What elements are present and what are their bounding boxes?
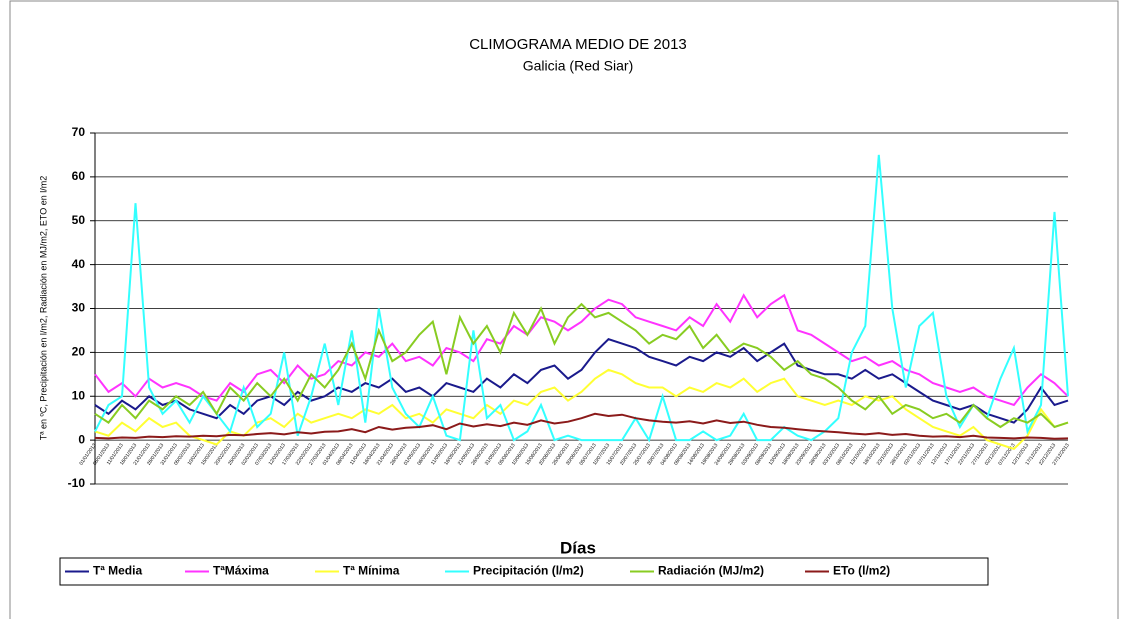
- y-tick-label: 50: [72, 213, 86, 227]
- legend-box: [59, 557, 989, 586]
- legend-label: ETo (l/m2): [833, 564, 890, 578]
- x-axis-label: Días: [560, 538, 596, 557]
- y-tick-label: 10: [72, 388, 86, 402]
- y-tick-label: -10: [68, 476, 86, 490]
- chart-frame: [9, 0, 1119, 619]
- chart-title: CLIMOGRAMA MEDIO DE 2013: [469, 36, 687, 53]
- legend-label: TªMáxima: [213, 564, 269, 578]
- series-line: [94, 293, 1069, 407]
- y-tick-label: 0: [78, 432, 85, 446]
- y-tick-label: 30: [72, 301, 86, 315]
- legend-label: Tª Mínima: [343, 564, 400, 578]
- series-line: [94, 368, 1069, 451]
- y-axis-label: Tª en ºC, Precipitación en l/m2, Radiaci…: [38, 176, 48, 441]
- chart-subtitle: Galicia (Red Siar): [523, 58, 633, 74]
- y-tick-label: 20: [72, 345, 86, 359]
- series-line: [94, 412, 1069, 440]
- series-line: [94, 302, 1069, 429]
- y-tick-label: 70: [72, 125, 86, 139]
- legend-label: Tª Media: [93, 564, 142, 578]
- y-tick-label: 60: [72, 169, 86, 183]
- series-line: [94, 154, 1069, 443]
- legend-label: Radiación (MJ/m2): [658, 564, 764, 578]
- legend-label: Precipitación (l/m2): [473, 564, 584, 578]
- y-tick-label: 40: [72, 257, 86, 271]
